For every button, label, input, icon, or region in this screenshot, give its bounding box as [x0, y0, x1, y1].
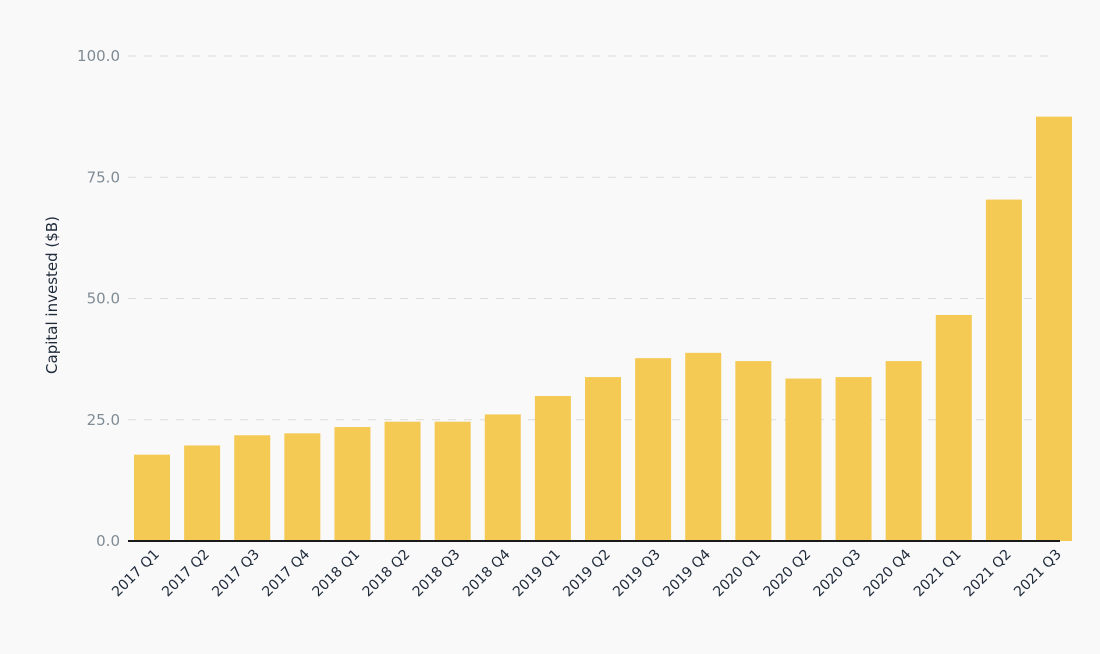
bars: [134, 116, 1072, 541]
x-tick-label: 2018 Q2: [360, 547, 414, 601]
x-tick-label: 2019 Q2: [560, 547, 614, 601]
x-tick-label: 2020 Q3: [811, 547, 865, 601]
y-axis-label: Capital invested ($B): [43, 216, 61, 374]
bar: [184, 445, 221, 541]
bar: [635, 358, 672, 541]
x-tick-label: 2019 Q3: [610, 547, 664, 601]
y-axis-ticks: 0.0 25.0 50.0 75.0 100.0: [77, 47, 120, 550]
x-tick-label: 2019 Q1: [510, 547, 564, 601]
bar: [284, 433, 321, 541]
x-tick-label: 2019 Q4: [660, 546, 714, 600]
bar: [835, 377, 872, 541]
x-tick-label: 2020 Q4: [861, 546, 915, 600]
bar: [484, 414, 521, 541]
y-tick-label: 25.0: [87, 411, 120, 429]
bar: [885, 361, 922, 541]
bar: [434, 421, 471, 541]
y-tick-label: 75.0: [87, 168, 120, 186]
x-tick-label: 2017 Q2: [159, 547, 213, 601]
bar: [534, 395, 571, 541]
x-tick-label: 2017 Q3: [209, 547, 263, 601]
x-tick-label: 2021 Q3: [1011, 547, 1065, 601]
x-tick-label: 2020 Q1: [710, 547, 764, 601]
bar: [234, 435, 271, 541]
y-tick-label: 0.0: [96, 532, 120, 550]
x-tick-label: 2021 Q1: [911, 547, 965, 601]
y-tick-label: 50.0: [87, 290, 120, 308]
bar: [685, 352, 722, 541]
bar: [1036, 116, 1072, 541]
x-tick-label: 2018 Q4: [460, 546, 514, 600]
x-tick-label: 2021 Q2: [961, 547, 1015, 601]
bar: [134, 454, 170, 541]
x-tick-label: 2018 Q1: [310, 547, 364, 601]
y-tick-label: 100.0: [77, 47, 120, 65]
x-tick-label: 2017 Q1: [109, 547, 163, 601]
bar: [785, 378, 822, 541]
bar: [935, 314, 972, 541]
x-tick-label: 2018 Q3: [410, 547, 464, 601]
x-tick-label: 2020 Q2: [761, 547, 815, 601]
bar: [334, 427, 371, 541]
bar: [735, 361, 772, 541]
bar: [985, 199, 1022, 541]
bar: [585, 377, 621, 541]
x-tick-label: 2017 Q4: [259, 546, 313, 600]
bar: [384, 421, 421, 541]
